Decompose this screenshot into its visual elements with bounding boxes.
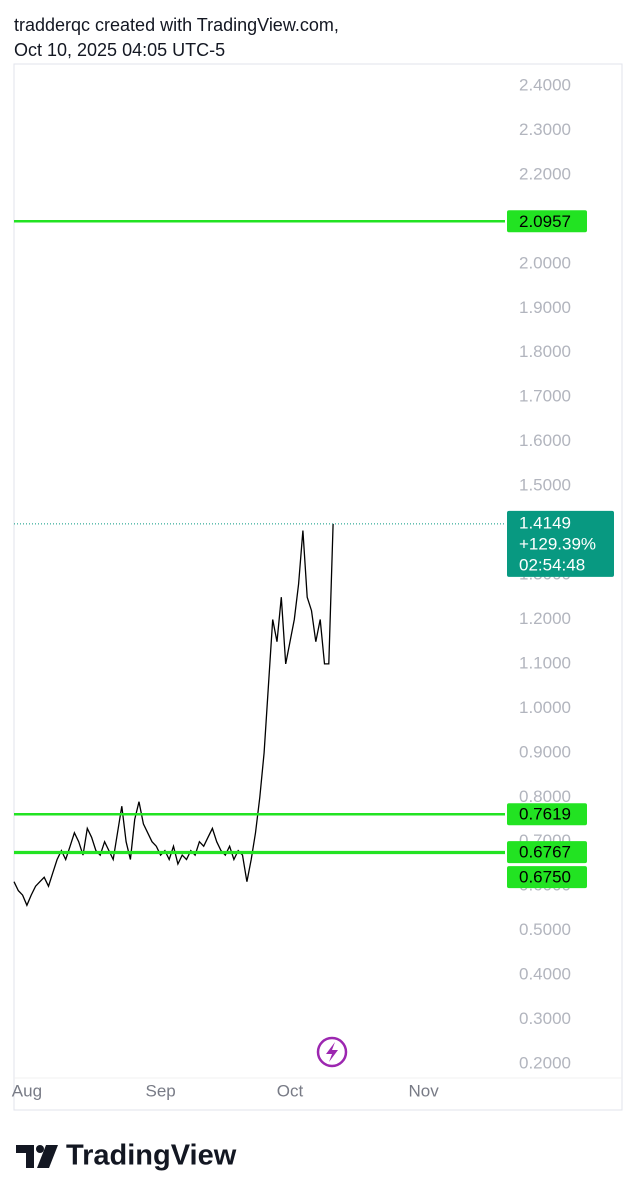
y-tick-label: 1.9000 [519,298,571,317]
logo-part [37,1145,58,1168]
price-line [13,523,334,907]
level-label: 0.6767 [519,843,571,862]
y-tick-label: 2.0000 [519,253,571,272]
logo-part [36,1145,44,1153]
y-tick-label: 0.5000 [519,920,571,939]
last-price-box [507,510,614,577]
y-tick-label: 2.2000 [519,164,571,183]
y-tick-label: 1.0000 [519,698,571,717]
y-tick-label: 0.9000 [519,742,571,761]
snapshot-icon[interactable] [316,1036,348,1068]
y-tick-label: 0.2000 [519,1053,571,1072]
brand-logo [16,1145,58,1168]
level-label-box [507,866,587,889]
level-label-box [507,841,587,864]
y-tick-label: 1.7000 [519,387,571,406]
icon-ring [316,1036,348,1068]
header-line: tradderqc created with TradingView.com, [14,15,339,35]
logo-part [16,1145,34,1168]
y-tick-label: 0.3000 [519,1009,571,1028]
level-label: 0.7619 [519,805,571,824]
y-tick-label: 1.8000 [519,342,571,361]
y-tick-label: 0.8000 [519,787,571,806]
y-tick-label: 1.1000 [519,653,571,672]
x-tick-label: Oct [277,1081,304,1100]
level-label: 0.6750 [519,868,571,887]
header-line: Oct 10, 2025 04:05 UTC-5 [14,40,225,60]
y-tick-label: 2.4000 [519,75,571,94]
y-tick-label: 1.6000 [519,431,571,450]
x-tick-label: Sep [145,1081,175,1100]
level-label-box [507,803,587,826]
chart-frame [13,63,623,1111]
y-tick-label: 1.5000 [519,476,571,495]
level-label: 2.0957 [519,212,571,231]
last-price-label: 1.4149 [519,513,571,532]
x-tick-label: Aug [12,1081,42,1100]
bar-countdown: 02:54:48 [519,555,585,574]
y-tick-label: 2.3000 [519,120,571,139]
level-label-box [507,210,587,233]
last-price-change: +129.39% [519,534,596,553]
y-tick-label: 1.2000 [519,609,571,628]
brand-name: TradingView [66,1140,237,1172]
icon-bolt [326,1042,338,1062]
y-tick-label: 0.4000 [519,965,571,984]
x-tick-label: Nov [409,1081,440,1100]
